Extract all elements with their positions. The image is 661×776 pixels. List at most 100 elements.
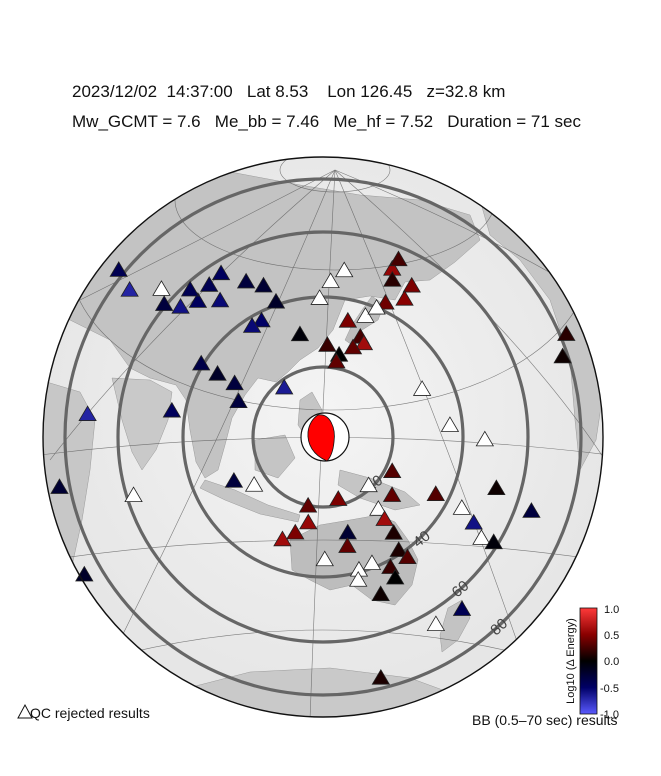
station-83 bbox=[522, 502, 541, 518]
landmass-india bbox=[111, 377, 173, 471]
qc-rejected-legend-triangle bbox=[17, 703, 33, 719]
station-38 bbox=[229, 392, 248, 409]
station-18 bbox=[290, 325, 310, 342]
distance-ring-60 bbox=[116, 230, 530, 644]
station-qc-rejected-43 bbox=[244, 476, 264, 492]
station-qc-rejected-75 bbox=[315, 550, 334, 567]
colorbar-tick-1: 1.0 bbox=[604, 604, 619, 616]
station-40 bbox=[78, 405, 97, 421]
distance-ring-80 bbox=[63, 177, 583, 697]
event-info-line: 2023/12/02 14:37:00 Lat 8.53 Lon 126.45 … bbox=[72, 82, 506, 101]
station-qc-rejected-0 bbox=[321, 272, 340, 288]
station-22 bbox=[254, 276, 273, 293]
magnitude-info-line: Mw_GCMT = 7.6 Me_bb = 7.46 Me_hf = 7.52 … bbox=[72, 112, 582, 131]
colorbar: 1.0 0.5 0.0 -0.5 -1.0 Log10 (Δ Energy) bbox=[565, 604, 619, 721]
station-58 bbox=[487, 479, 506, 495]
station-77 bbox=[371, 585, 390, 601]
station-70 bbox=[398, 548, 417, 565]
station-25 bbox=[200, 276, 219, 292]
station-62 bbox=[298, 496, 318, 513]
station-qc-rejected-9 bbox=[356, 307, 375, 323]
station-39 bbox=[162, 401, 182, 418]
colorbar-tick-neg0.5: -0.5 bbox=[600, 683, 619, 695]
station-63 bbox=[299, 513, 318, 530]
station-55 bbox=[382, 486, 402, 502]
distance-ring-20 bbox=[251, 365, 395, 509]
beachball-compression-quadrant bbox=[307, 414, 335, 462]
station-41 bbox=[50, 478, 69, 494]
station-84 bbox=[371, 668, 391, 685]
station-33 bbox=[120, 281, 139, 297]
ring-label-40: 40 bbox=[410, 527, 434, 551]
station-61 bbox=[375, 510, 394, 526]
station-13 bbox=[354, 334, 374, 351]
station-qc-rejected-31 bbox=[152, 280, 171, 296]
station-21 bbox=[266, 292, 286, 309]
station-4 bbox=[389, 250, 408, 267]
station-20 bbox=[242, 317, 262, 333]
station-28 bbox=[180, 280, 200, 297]
station-qc-rejected-49 bbox=[412, 380, 432, 396]
station-30 bbox=[154, 295, 174, 311]
colorbar-tick-neg1: -1.0 bbox=[600, 709, 619, 721]
station-44 bbox=[224, 472, 244, 488]
station-53 bbox=[382, 462, 402, 478]
station-26 bbox=[188, 292, 208, 308]
station-65 bbox=[273, 530, 292, 547]
station-6 bbox=[402, 276, 421, 293]
station-37 bbox=[275, 378, 294, 395]
station-qc-rejected-48 bbox=[440, 416, 460, 432]
colorbar-title: Log10 (Δ Energy) bbox=[565, 618, 577, 704]
station-81 bbox=[452, 600, 472, 616]
station-qc-rejected-79 bbox=[472, 529, 491, 545]
station-17 bbox=[318, 336, 337, 352]
station-qc-rejected-1 bbox=[335, 261, 354, 278]
station-59 bbox=[329, 490, 348, 506]
landmass-sumatra-java bbox=[199, 479, 301, 523]
station-78 bbox=[464, 513, 483, 530]
station-16 bbox=[327, 352, 346, 369]
station-qc-rejected-60 bbox=[369, 500, 388, 516]
station-80 bbox=[484, 533, 503, 550]
station-qc-rejected-57 bbox=[452, 499, 472, 515]
station-14 bbox=[343, 338, 363, 355]
qc-rejected-legend-label: QC rejected results bbox=[30, 705, 150, 721]
station-67 bbox=[338, 537, 357, 553]
station-layer bbox=[50, 250, 576, 685]
station-8 bbox=[376, 293, 395, 310]
station-35 bbox=[192, 354, 211, 371]
colorbar-gradient bbox=[579, 607, 598, 715]
station-27 bbox=[210, 291, 230, 308]
station-qc-rejected-76 bbox=[349, 570, 368, 587]
colorbar-tick-0: 0.0 bbox=[604, 656, 619, 668]
station-qc-rejected-10 bbox=[367, 298, 386, 315]
station-34 bbox=[208, 364, 227, 381]
station-29 bbox=[171, 297, 190, 314]
station-50 bbox=[553, 347, 572, 364]
station-68 bbox=[384, 523, 403, 540]
bb-results-label: BB (0.5–70 sec) results bbox=[472, 712, 618, 728]
station-73 bbox=[386, 568, 405, 585]
station-64 bbox=[286, 523, 305, 540]
station-69 bbox=[389, 541, 408, 557]
station-5 bbox=[383, 270, 402, 287]
station-51 bbox=[557, 325, 576, 341]
station-56 bbox=[426, 485, 445, 501]
station-36 bbox=[225, 374, 244, 391]
station-qc-rejected-42 bbox=[124, 486, 143, 503]
station-7 bbox=[395, 289, 414, 306]
station-qc-rejected-2 bbox=[310, 289, 329, 305]
station-qc-rejected-52 bbox=[475, 430, 495, 447]
landmass-borneo bbox=[254, 434, 296, 479]
station-qc-rejected-82 bbox=[426, 615, 446, 632]
station-11 bbox=[338, 311, 358, 328]
station-24 bbox=[211, 264, 231, 281]
globe-outline bbox=[42, 156, 604, 718]
station-qc-rejected-71 bbox=[362, 554, 382, 570]
colorbar-tick-0.5: 0.5 bbox=[604, 630, 619, 642]
focal-mechanism bbox=[300, 412, 350, 462]
station-32 bbox=[109, 261, 128, 277]
station-19 bbox=[252, 311, 271, 328]
station-23 bbox=[236, 272, 256, 289]
